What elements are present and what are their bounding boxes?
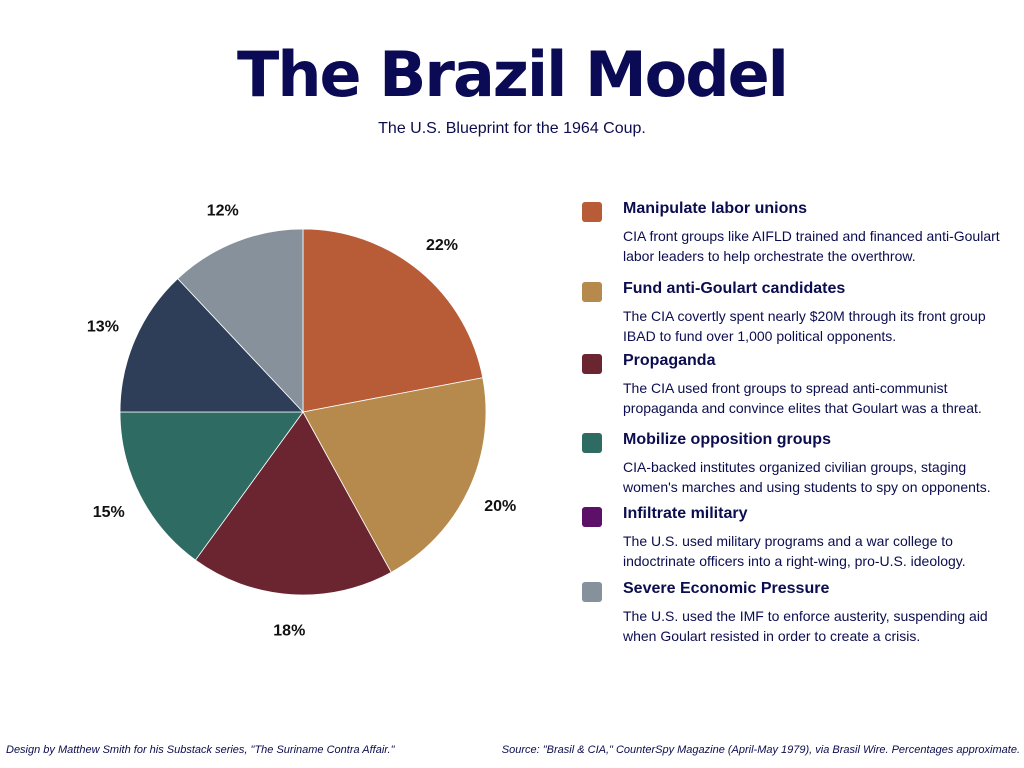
page-title: The Brazil Model <box>237 38 789 111</box>
pie-percent-label: 13% <box>87 318 119 335</box>
pie-slice-manipulate-labor-unions <box>302 228 484 413</box>
legend-swatch <box>582 282 602 302</box>
legend-swatch <box>582 354 602 374</box>
pie-percent-label: 15% <box>93 504 125 521</box>
legend-item-title: Mobilize opposition groups <box>623 431 831 448</box>
pie-slice-severe-economic-pressure <box>119 278 304 413</box>
pie-percent-label: 20% <box>484 498 516 515</box>
footer-source: Source: "Brasil & CIA," CounterSpy Magaz… <box>501 744 1020 756</box>
page-subtitle: The U.S. Blueprint for the 1964 Coup. <box>378 120 646 137</box>
legend-swatch <box>582 433 602 453</box>
pie-percent-label: 18% <box>273 623 305 640</box>
legend-item-title: Infiltrate military <box>623 505 748 522</box>
legend-item-description: CIA-backed institutes organized civilian… <box>623 459 991 495</box>
pie-percent-label: 12% <box>207 202 239 219</box>
pie-slice-infiltrate-military <box>177 228 304 414</box>
legend-swatch <box>582 507 602 527</box>
legend-item-description: The U.S. used military programs and a wa… <box>623 533 966 569</box>
legend-item-title: Fund anti-Goulart candidates <box>623 280 846 297</box>
pie-slice-fund-anti-goulart-candidates <box>302 377 487 573</box>
legend-item-description: CIA front groups like AIFLD trained and … <box>623 228 1000 264</box>
pie-slice-propaganda <box>194 411 392 596</box>
legend-item-description: The CIA used front groups to spread anti… <box>623 380 982 416</box>
legend-swatch <box>582 202 602 222</box>
legend-swatch <box>582 582 602 602</box>
pie-slice-mobilize-opposition-groups <box>119 411 304 561</box>
pie-percent-label: 22% <box>426 237 458 254</box>
legend-item-description: The U.S. used the IMF to enforce austeri… <box>623 608 988 644</box>
footer-credit: Design by Matthew Smith for his Substack… <box>6 744 395 756</box>
legend-item-title: Manipulate labor unions <box>623 200 808 217</box>
legend-item-title: Propaganda <box>623 352 716 369</box>
legend-item-description: The CIA covertly spent nearly $20M throu… <box>623 308 986 344</box>
pie-chart: 22% 20% 18% 15% 13% 12% <box>87 202 516 640</box>
legend-item-title: Severe Economic Pressure <box>623 580 830 597</box>
